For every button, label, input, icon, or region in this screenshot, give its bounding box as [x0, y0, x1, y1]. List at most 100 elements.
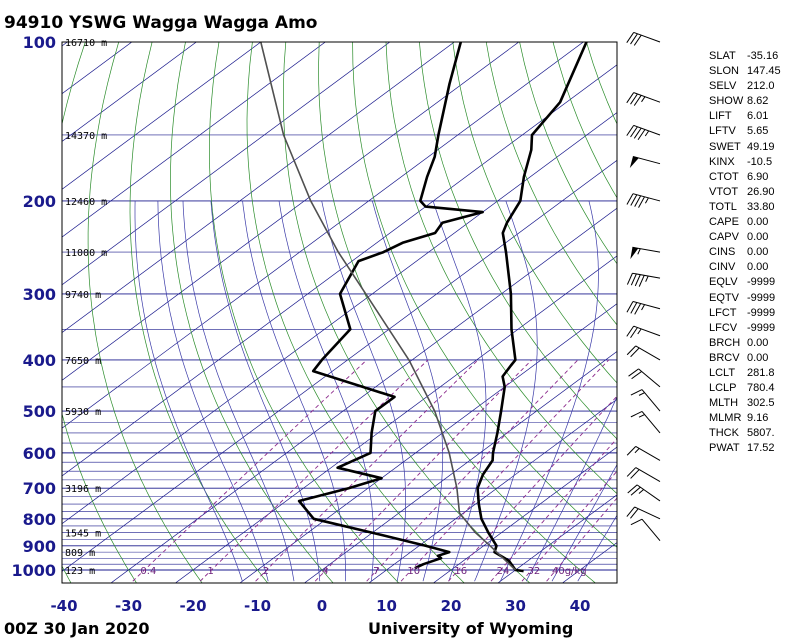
index-name: MLTH	[709, 397, 739, 410]
pressure-tick-label: 100	[23, 33, 56, 52]
wind-barbs	[626, 31, 661, 542]
dry-adiabat-line	[170, 42, 334, 583]
height-label: 9740 m	[65, 290, 101, 301]
dry-adiabat-line	[129, 42, 269, 583]
index-row: TOTL 33.80	[709, 200, 799, 215]
temperature-tick-label: 40	[570, 597, 591, 615]
isotherm-line	[62, 159, 617, 572]
mixing-ratio-line	[199, 359, 429, 582]
moist-adiabat-line	[500, 200, 599, 582]
index-row: THCK 5807.	[709, 426, 799, 441]
footer-source: University of Wyoming	[368, 619, 573, 638]
height-label: 7650 m	[65, 356, 101, 367]
mixing-ratio-label: 10	[407, 566, 420, 577]
isotherm-line	[62, 42, 262, 190]
wind-barb	[626, 445, 661, 461]
pressure-tick-label: 400	[23, 351, 56, 370]
mixing-ratio-line	[366, 359, 579, 582]
index-row: LCLT 281.8	[709, 366, 799, 381]
index-row: SWET 49.19	[709, 140, 799, 155]
pressure-tick-label: 500	[23, 402, 56, 421]
moist-adiabat-line	[474, 200, 538, 582]
dry-adiabat-line	[352, 42, 617, 548]
temperature-tick-label: 10	[376, 597, 397, 615]
height-label: 14370 m	[65, 131, 107, 142]
height-label: 16710 m	[65, 38, 107, 49]
index-name: LFTV	[709, 125, 736, 138]
wind-barb	[626, 124, 661, 141]
pressure-tick-label: 1000	[11, 561, 56, 580]
moist-adiabat-line	[242, 200, 346, 582]
wind-barb	[626, 506, 661, 520]
index-value: 281.8	[747, 366, 775, 379]
index-name: SWET	[709, 140, 741, 153]
pressure-axis: 100 200 300 400 500 600 700 800 900 1000	[11, 33, 56, 580]
isotherm-line	[62, 42, 326, 238]
index-value: 6.01	[747, 110, 769, 123]
index-name: LCLT	[709, 366, 736, 379]
index-name: SHOW	[709, 95, 744, 108]
mixing-ratio-line	[490, 437, 617, 582]
moist-adiabat-line	[182, 200, 295, 582]
moist-adiabat-line	[134, 200, 243, 582]
footer-date: 00Z 30 Jan 2020	[4, 619, 150, 638]
sounding-profiles	[260, 42, 588, 573]
dry-adiabat-line	[419, 42, 617, 440]
wind-barb	[628, 368, 661, 388]
temperature-tick-label: -30	[115, 597, 142, 615]
isotherm-line	[62, 42, 584, 429]
index-row: VTOT 26.90	[709, 185, 799, 200]
index-row: SLON 147.45	[709, 64, 799, 79]
index-name: KINX	[709, 155, 735, 168]
mixing-ratio-label: 24	[497, 566, 510, 577]
height-label: 12460 m	[65, 197, 107, 208]
chart-title: 94910 YSWG Wagga Wagga Amo	[4, 13, 317, 33]
index-value: 9.16	[747, 412, 769, 425]
dry-adiabat-line	[246, 42, 465, 583]
index-row: SHOW 8.62	[709, 94, 799, 109]
index-value: 0.00	[747, 246, 769, 259]
pressure-tick-label: 300	[23, 285, 56, 304]
dry-adiabat-line	[283, 42, 531, 583]
mixing-ratio-line	[448, 395, 617, 582]
index-name: LCLP	[709, 382, 737, 395]
mixing-ratio-label: 2	[263, 566, 269, 577]
index-name: EQLV	[709, 276, 738, 289]
index-value: 49.19	[747, 140, 775, 153]
height-label: 5930 m	[65, 407, 101, 418]
wind-barb	[630, 411, 661, 434]
dry-adiabat-line	[519, 42, 617, 265]
index-value: -9999	[747, 291, 776, 304]
index-name: LFCV	[709, 321, 738, 334]
pressure-tick-label: 800	[23, 510, 56, 529]
mixing-ratio-labels: 0.4 1 2 4 7 10 16 24 32 40g/kg	[140, 566, 586, 577]
index-name: CINS	[709, 246, 736, 259]
moist-adiabat-line	[525, 395, 617, 582]
index-row: EQLV -9999	[709, 275, 799, 290]
index-value: 26.90	[747, 185, 775, 198]
index-row: SELV 212.0	[709, 79, 799, 94]
index-value: 212.0	[747, 80, 775, 93]
temperature-tick-label: -40	[50, 597, 77, 615]
index-name: THCK	[709, 427, 739, 440]
index-row: LFTV 5.65	[709, 124, 799, 139]
moist-adiabat-line	[321, 200, 407, 582]
moist-adiabat-line	[551, 463, 617, 582]
pressure-tick-label: 700	[23, 479, 56, 498]
height-label: 11000 m	[65, 248, 107, 259]
index-row: BRCV 0.00	[709, 351, 799, 366]
index-row: SLAT -35.16	[709, 49, 799, 64]
index-name: CTOT	[709, 170, 739, 183]
dry-adiabat-line	[385, 42, 617, 495]
index-value: -9999	[747, 276, 776, 289]
index-row: LFCV -9999	[709, 321, 799, 336]
wind-barb	[626, 31, 661, 46]
isotherm-line	[62, 42, 455, 334]
index-name: LFCT	[709, 306, 737, 319]
wind-barb	[630, 246, 661, 260]
height-labels: 16710 m 14370 m 12460 m 11000 m 9740 m 7650 m…	[65, 38, 107, 577]
index-value: 6.90	[747, 170, 769, 183]
wind-barb	[626, 193, 661, 208]
index-row: LIFT 6.01	[709, 109, 799, 124]
